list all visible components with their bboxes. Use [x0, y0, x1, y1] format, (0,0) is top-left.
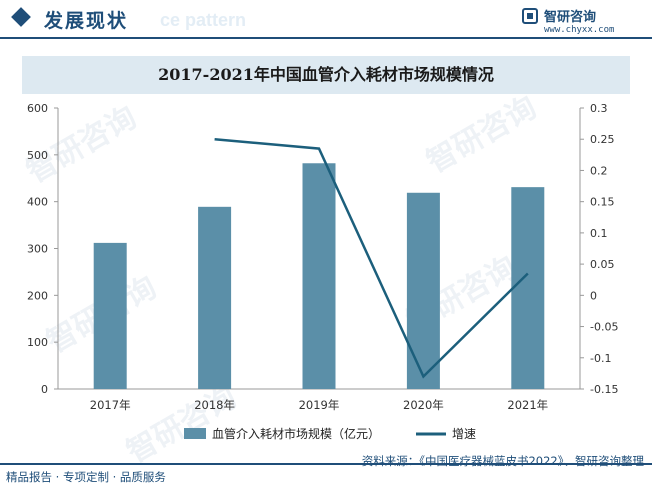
brand-name: 智研咨询	[544, 10, 597, 25]
bar	[302, 163, 336, 389]
page-header: 发展现状 ce pattern 智研咨询 www.chyxx.com	[0, 0, 652, 40]
y-right-tick-label: 0.3	[590, 102, 608, 115]
x-tick-label: 2018年	[194, 398, 235, 412]
y-right-tick-label: 0.25	[590, 133, 615, 146]
y-right-tick-label: 0	[590, 289, 597, 302]
chart-svg: 0 100 200 300 400 500 600 0.3 0.25 0.2 0.15 0.1 0.05…	[27, 102, 618, 441]
y-right-tick-label: -0.1	[590, 352, 611, 365]
header-ghost-text: ce pattern	[160, 10, 247, 30]
y-left-tick-label: 400	[27, 196, 48, 209]
brand-url: www.chyxx.com	[544, 25, 615, 35]
y-right-tick-label: 0.15	[590, 196, 615, 209]
brand-mark-icon	[522, 8, 538, 24]
footer-tagline: 精品报告 · 专项定制 · 品质服务	[6, 470, 166, 484]
y-left-tick-label: 300	[27, 243, 48, 256]
y-right-tick-label: 0.1	[590, 227, 608, 240]
footer-rule	[0, 463, 652, 465]
bar	[198, 206, 232, 389]
bar	[93, 242, 127, 389]
y-left-tick-label: 200	[27, 289, 48, 302]
header-rule	[0, 37, 652, 39]
chart-title-box: 2017-2021年中国血管介入耗材市场规模情况	[22, 56, 630, 94]
y-right-tick-label: 0.2	[590, 164, 608, 177]
y-left-tick-label: 100	[27, 336, 48, 349]
source-note: 资料来源：《中国医疗器械蓝皮书2022》、智研咨询整理	[361, 454, 644, 468]
legend-bar-label: 血管介入耗材市场规模（亿元）	[212, 426, 380, 441]
bar	[406, 192, 440, 389]
x-tick-label: 2019年	[299, 398, 340, 412]
y-left-tick-label: 0	[41, 383, 48, 396]
x-tick-label: 2021年	[507, 398, 548, 412]
bar	[511, 187, 545, 389]
page-footer: 资料来源：《中国医疗器械蓝皮书2022》、智研咨询整理 精品报告 · 专项定制 …	[0, 454, 652, 487]
y-right-tick-label: -0.05	[590, 321, 618, 334]
y-right-tick-label: 0.05	[590, 258, 615, 271]
y-left-tick-label: 500	[27, 149, 48, 162]
legend-line-label: 增速	[452, 427, 476, 441]
y-left-tick-label: 600	[27, 102, 48, 115]
x-tick-label: 2020年	[403, 398, 444, 412]
y-right-tick-label: -0.15	[590, 383, 618, 396]
x-tick-label: 2017年	[90, 398, 131, 412]
section-title: 发展现状	[44, 10, 129, 32]
chart-title: 2017-2021年中国血管介入耗材市场规模情况	[158, 65, 494, 84]
growth-line	[214, 137, 529, 379]
brand-logo: 智研咨询 www.chyxx.com	[522, 6, 642, 38]
section-diamond-icon	[11, 7, 31, 27]
legend-bar-swatch	[184, 428, 206, 439]
